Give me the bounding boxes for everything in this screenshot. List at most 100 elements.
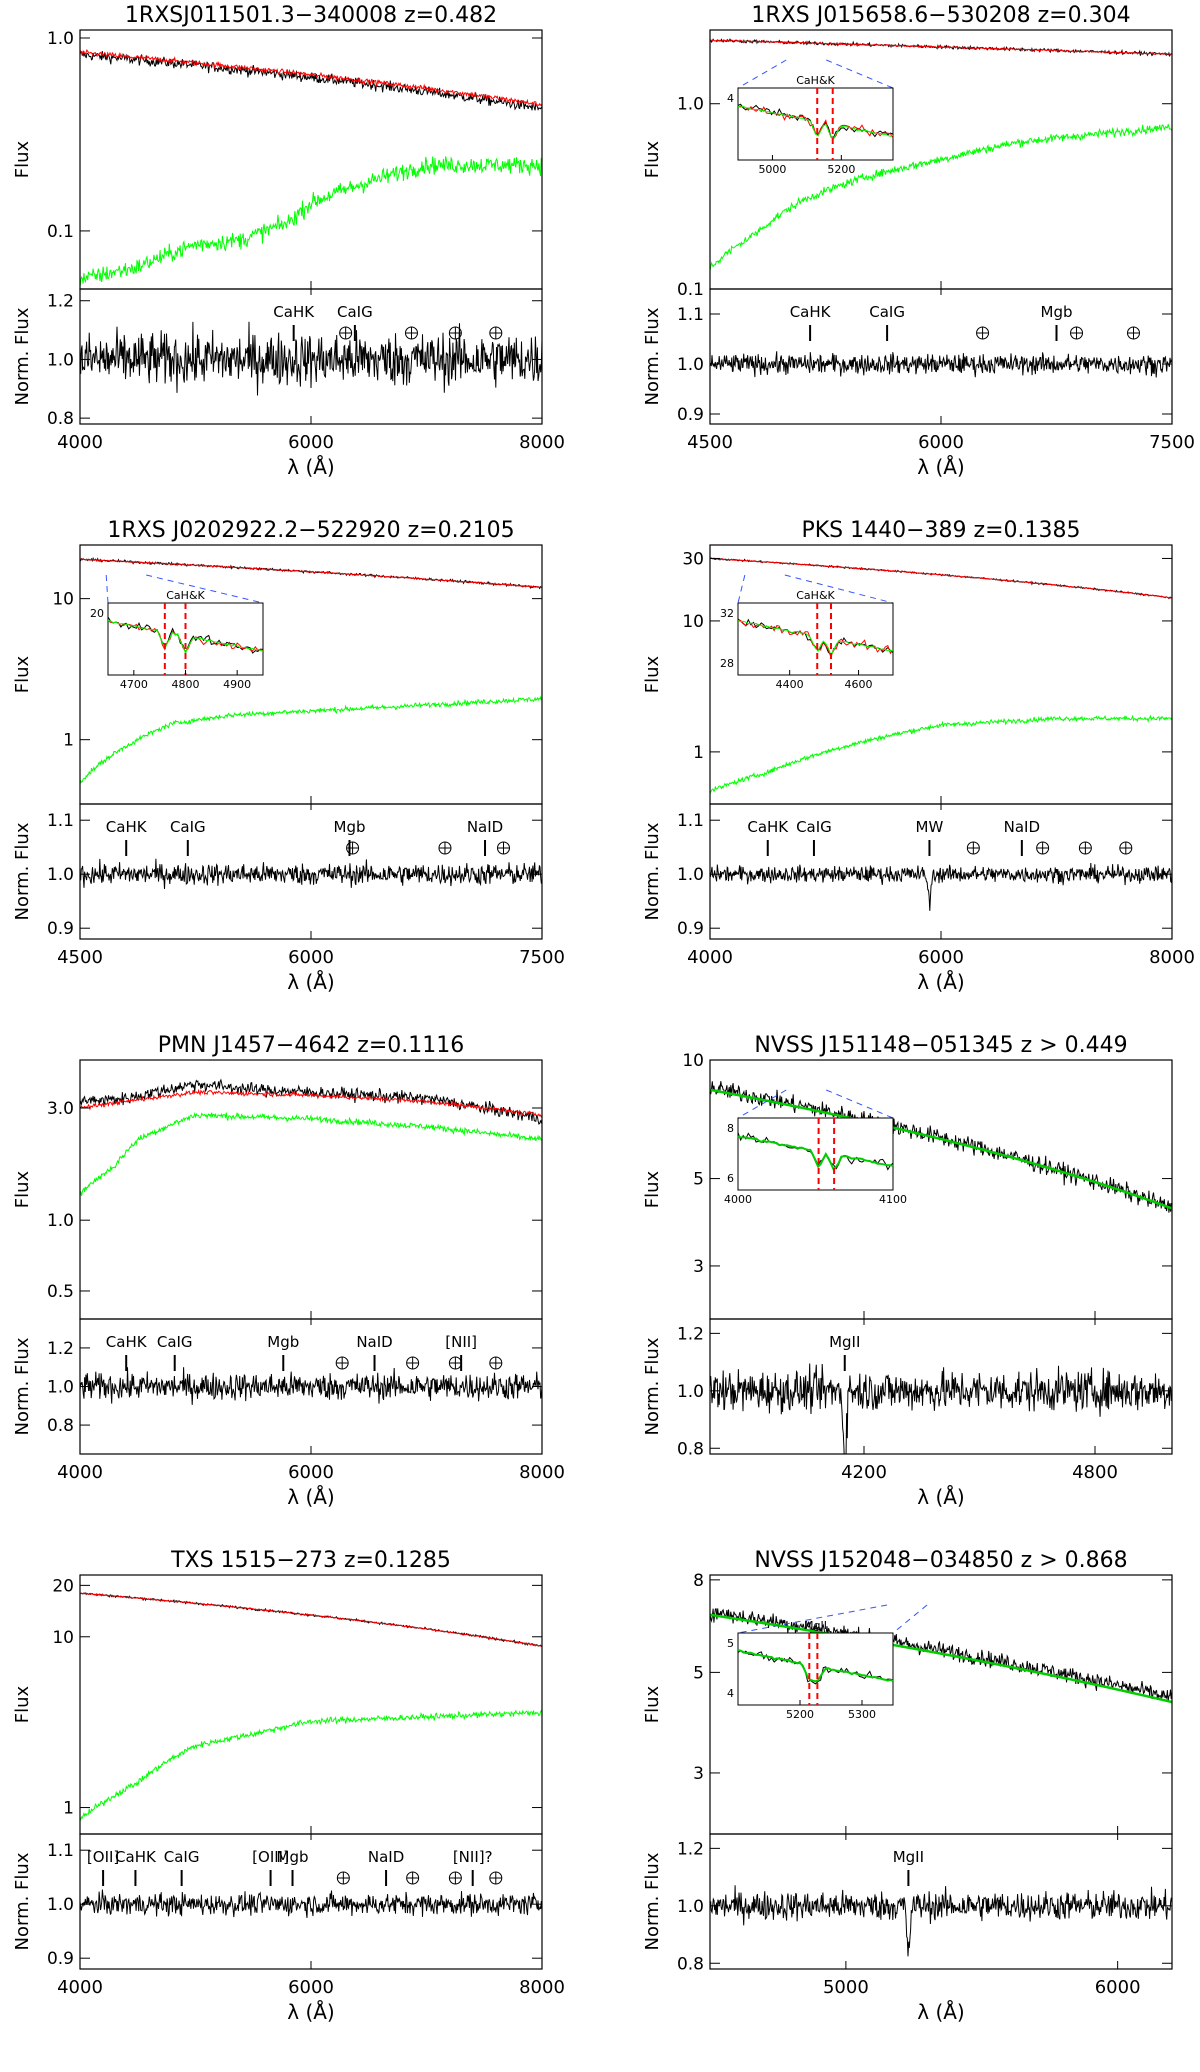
- xtick-label: 4000: [57, 1977, 103, 1998]
- spectrum-line-observed: [710, 1608, 1172, 1702]
- xtick-label: 4200: [841, 1462, 887, 1483]
- spectrum-line-galaxy-template: [80, 1111, 542, 1197]
- spectrum-line-power-law-fit: [710, 1088, 1172, 1210]
- telluric-icon: [448, 1356, 462, 1370]
- flux-axes: [79, 1574, 543, 1835]
- feature-label: MW: [916, 818, 944, 836]
- normalized-spectrum: [80, 1367, 542, 1405]
- telluric-icon: [1078, 841, 1092, 855]
- spectrum-panel: TXS 1515−273 z=0.1285 1 10 20 Flux [OII]CaHK C…: [12, 1548, 565, 2024]
- inset-zoom-line: [737, 1089, 787, 1119]
- spectrum-panel: 1RXS J0202922.2−522920 z=0.2105 1 10 Flux Ca…: [12, 518, 565, 994]
- norm-flux-axis-label: Norm. Flux: [642, 1852, 663, 1950]
- feature-label: Mgb: [334, 818, 366, 836]
- flux-ytick-label: 0.5: [47, 1282, 74, 1302]
- inset-zoom-line: [737, 1604, 888, 1634]
- normalized-spectrum: [80, 321, 542, 396]
- telluric-icon: [1127, 326, 1140, 340]
- flux-ytick-label: 10: [682, 612, 704, 632]
- feature-label: CaIG: [796, 818, 832, 836]
- norm-flux-axis-label: Norm. Flux: [12, 1337, 33, 1435]
- feature-label: NaID: [368, 1848, 404, 1866]
- normalized-spectrum: [80, 1889, 542, 1918]
- norm-flux-axes: [709, 1833, 1173, 1970]
- telluric-icon: [448, 1871, 462, 1885]
- inset-zoom-line: [105, 574, 109, 604]
- xtick-label: 8000: [519, 432, 565, 453]
- feature-label: [NII]?: [453, 1848, 493, 1866]
- spectrum-panel: 1RXS J015658.6−530208 z=0.304 0.1 1.0 Flux C…: [642, 3, 1195, 479]
- telluric-icon: [489, 326, 503, 340]
- normalized-spectrum: [710, 1885, 1172, 1957]
- spectrum-line-observed: [80, 1592, 542, 1647]
- telluric-icon: [346, 841, 360, 855]
- inset-xtick-label: 4700: [120, 678, 148, 691]
- xtick-label: 8000: [519, 1977, 565, 1998]
- feature-label: [NII]: [445, 1333, 477, 1351]
- feature-label: CaHK: [790, 303, 832, 321]
- inset-zoom-line: [146, 574, 264, 604]
- inset-xtick-label: 4600: [845, 678, 873, 691]
- normalized-spectrum: [80, 858, 542, 890]
- spectrum-line-model: [710, 557, 1172, 599]
- norm-flux-axes: [709, 1318, 1173, 1455]
- spectrum-line-galaxy-template: [710, 714, 1172, 794]
- inset-ytick-label: 20: [90, 607, 104, 620]
- inset-label: MgII: [804, 1619, 827, 1632]
- norm-ytick-label: 1.2: [47, 292, 74, 312]
- feature-label: CaHK: [273, 303, 315, 321]
- telluric-icon: [489, 1871, 503, 1885]
- flux-ytick-label: 1.0: [677, 95, 704, 115]
- normalized-spectrum: [710, 862, 1172, 911]
- feature-label: NaID: [1004, 818, 1040, 836]
- inset-xtick-label: 4100: [879, 1193, 907, 1206]
- flux-axis-label: Flux: [12, 655, 33, 693]
- norm-ytick-label: 1.0: [677, 355, 704, 375]
- flux-ytick-label: 5: [693, 1663, 704, 1683]
- inset-zoom-line: [737, 574, 746, 604]
- norm-flux-axis-label: Norm. Flux: [12, 1852, 33, 1950]
- norm-ytick-label: 0.9: [677, 405, 704, 425]
- norm-ytick-label: 1.0: [677, 1897, 704, 1917]
- norm-flux-axis-label: Norm. Flux: [12, 307, 33, 405]
- inset-zoom-line: [784, 574, 894, 604]
- telluric-icon: [438, 841, 452, 855]
- spectrum-line-model: [80, 49, 542, 107]
- xtick-label: 8000: [1149, 947, 1195, 968]
- feature-label: MgII: [829, 1333, 860, 1351]
- inset-axes: [737, 602, 894, 676]
- flux-ytick-label: 1.0: [47, 29, 74, 49]
- normalized-spectrum: [710, 1363, 1172, 1454]
- wavelength-axis-label: λ (Å): [917, 1485, 964, 1509]
- flux-axis-label: Flux: [12, 140, 33, 178]
- inset-axes: [737, 87, 894, 161]
- inset-zoom-line: [826, 59, 894, 89]
- spectrum-panel: PKS 1440−389 z=0.1385 1 10 30 Flux CaH&K 4400 4…: [642, 518, 1195, 994]
- wavelength-axis-label: λ (Å): [917, 2000, 964, 2024]
- inset-xtick-label: 5000: [758, 163, 786, 176]
- flux-ytick-label: 1: [63, 731, 74, 751]
- flux-ytick-label: 0.1: [677, 280, 704, 300]
- telluric-icon: [976, 326, 990, 340]
- inset-zoom-line: [737, 59, 787, 89]
- xtick-label: 6000: [918, 432, 964, 453]
- feature-label: CaHK: [115, 1848, 157, 1866]
- norm-ytick-label: 0.8: [47, 1416, 74, 1436]
- panel-title: NVSS J151148−051345 z > 0.449: [754, 1033, 1127, 1058]
- inset-ytick-label: 28: [720, 657, 734, 670]
- feature-label: CaIG: [164, 1848, 200, 1866]
- norm-ytick-label: 1.1: [47, 811, 74, 831]
- flux-ytick-label: 5: [693, 1170, 704, 1190]
- norm-ytick-label: 1.0: [47, 1378, 74, 1398]
- inset-xtick-label: 4800: [172, 678, 200, 691]
- flux-ytick-label: 1: [63, 1799, 74, 1819]
- spectrum-line-galaxy-template: [80, 156, 542, 287]
- xtick-label: 4500: [57, 947, 103, 968]
- flux-ytick-label: 3: [693, 1257, 704, 1277]
- telluric-icon: [1036, 841, 1050, 855]
- feature-label: CaIG: [337, 303, 373, 321]
- feature-label: NaID: [467, 818, 503, 836]
- norm-ytick-label: 1.0: [677, 1382, 704, 1402]
- inset-spectrum: [737, 105, 894, 140]
- norm-ytick-label: 1.2: [677, 1324, 704, 1344]
